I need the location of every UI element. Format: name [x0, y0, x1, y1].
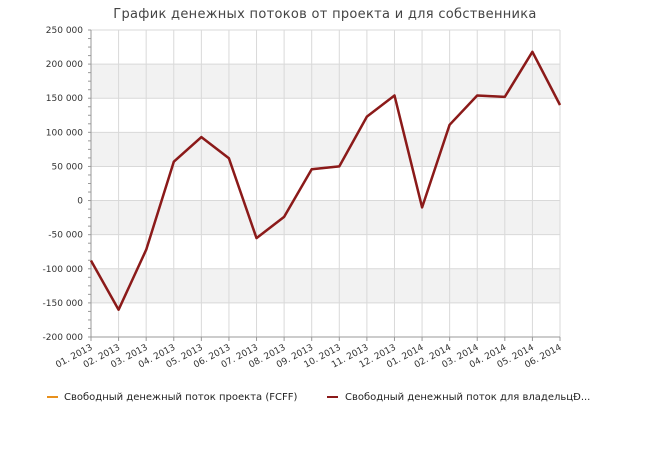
y-axis-ticks: 250 000 200 000 150 000 100 000 50 000 0 -50 0… [43, 26, 84, 343]
y-tick-label: -50 000 [48, 231, 83, 241]
series-line-1[interactable] [89, 50, 562, 311]
chart-title: График денежных потоков от проекта и для… [113, 7, 536, 22]
series-lines [89, 50, 562, 311]
grid-band [91, 200, 560, 235]
y-tick-label: -200 000 [43, 333, 84, 343]
y-tick-label: 250 000 [46, 26, 83, 36]
y-tick-label: 200 000 [46, 60, 83, 70]
grid-band [91, 268, 560, 303]
legend-label-fcfe[interactable]: Свободный денежный поток для владельцÐ..… [345, 392, 590, 403]
y-tick-label: 150 000 [46, 94, 83, 104]
grid-band [91, 132, 560, 167]
y-tick-label: 50 000 [52, 162, 84, 172]
legend-label-fcff[interactable]: Свободный денежный поток проекта (FCFF) [64, 392, 297, 403]
plot-grid [90, 29, 561, 338]
legend: Свободный денежный поток проекта (FCFF) … [47, 392, 590, 403]
y-tick-label: -150 000 [43, 299, 84, 309]
y-tick-label: 100 000 [46, 128, 83, 138]
y-tick-label: 0 [77, 197, 83, 207]
y-tick-label: -100 000 [43, 265, 84, 275]
plot-axes [88, 29, 561, 341]
plot-bands [91, 64, 560, 303]
grid-band [91, 64, 560, 99]
